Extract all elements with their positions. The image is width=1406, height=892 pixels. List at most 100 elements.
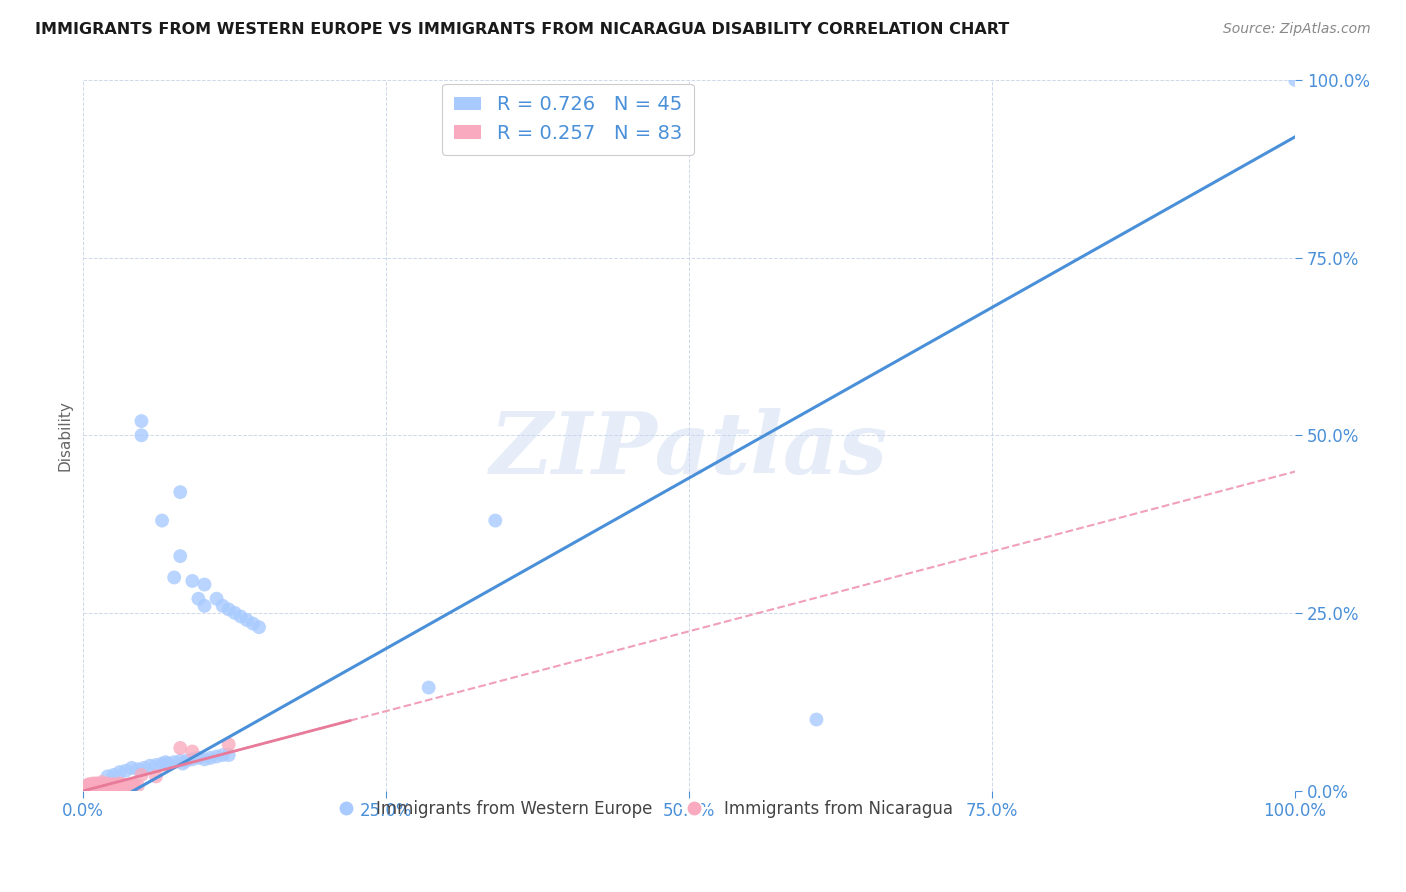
Point	[200, 751, 222, 765]
Point	[76, 781, 98, 796]
Point	[169, 549, 191, 563]
Point	[139, 758, 162, 772]
Point	[131, 768, 153, 782]
Point	[96, 780, 118, 794]
Point	[83, 780, 105, 794]
Point	[83, 779, 105, 793]
Point	[205, 749, 228, 764]
Point	[89, 780, 111, 794]
Point	[108, 778, 131, 792]
Point	[96, 769, 118, 783]
Y-axis label: Disability: Disability	[58, 400, 72, 471]
Point	[98, 779, 121, 793]
Point	[96, 778, 118, 792]
Point	[104, 778, 127, 792]
Point	[75, 780, 97, 794]
Point	[211, 747, 233, 762]
Point	[79, 781, 101, 796]
Point	[169, 754, 191, 768]
Point	[103, 768, 125, 782]
Point	[86, 780, 108, 794]
Point	[205, 591, 228, 606]
Point	[111, 779, 134, 793]
Point	[87, 779, 110, 793]
Point	[122, 778, 145, 792]
Point	[150, 756, 173, 771]
Point	[104, 780, 127, 794]
Point	[187, 751, 209, 765]
Point	[89, 779, 111, 793]
Point	[77, 780, 100, 794]
Point	[80, 778, 103, 792]
Point	[172, 756, 194, 771]
Point	[96, 780, 118, 794]
Point	[94, 780, 117, 794]
Point	[115, 779, 138, 793]
Point	[80, 780, 103, 794]
Point	[127, 762, 149, 776]
Point	[76, 780, 98, 794]
Point	[87, 778, 110, 792]
Point	[121, 777, 143, 791]
Point	[93, 779, 115, 793]
Point	[96, 780, 118, 795]
Point	[87, 780, 110, 794]
Point	[87, 777, 110, 791]
Text: ZIPatlas: ZIPatlas	[491, 408, 889, 491]
Point	[101, 780, 124, 794]
Point	[121, 779, 143, 793]
Point	[127, 779, 149, 793]
Point	[1284, 73, 1306, 87]
Point	[181, 574, 204, 588]
Point	[87, 780, 110, 794]
Point	[806, 713, 828, 727]
Point	[82, 780, 104, 794]
Point	[218, 738, 240, 752]
Point	[155, 755, 177, 769]
Point	[79, 779, 101, 793]
Text: IMMIGRANTS FROM WESTERN EUROPE VS IMMIGRANTS FROM NICARAGUA DISABILITY CORRELATI: IMMIGRANTS FROM WESTERN EUROPE VS IMMIGR…	[35, 22, 1010, 37]
Point	[114, 778, 136, 792]
Point	[91, 780, 114, 794]
Point	[79, 780, 101, 795]
Point	[82, 776, 104, 790]
Point	[108, 765, 131, 780]
Point	[131, 414, 153, 428]
Point	[121, 761, 143, 775]
Point	[91, 778, 114, 792]
Point	[103, 779, 125, 793]
Point	[90, 779, 112, 793]
Point	[84, 780, 107, 794]
Point	[193, 752, 215, 766]
Point	[193, 577, 215, 591]
Point	[169, 485, 191, 500]
Text: Source: ZipAtlas.com: Source: ZipAtlas.com	[1223, 22, 1371, 37]
Point	[82, 778, 104, 792]
Point	[218, 602, 240, 616]
Point	[77, 778, 100, 792]
Point	[101, 778, 124, 792]
Point	[111, 777, 134, 791]
Point	[96, 776, 118, 790]
Point	[181, 752, 204, 766]
Point	[94, 779, 117, 793]
Point	[105, 780, 128, 794]
Point	[103, 780, 125, 794]
Point	[84, 776, 107, 790]
Point	[150, 514, 173, 528]
Point	[193, 599, 215, 613]
Point	[79, 778, 101, 792]
Point	[114, 780, 136, 794]
Point	[132, 761, 155, 775]
Point	[157, 756, 180, 771]
Point	[242, 616, 264, 631]
Point	[84, 780, 107, 795]
Point	[93, 780, 115, 794]
Point	[108, 776, 131, 790]
Point	[247, 620, 270, 634]
Point	[90, 780, 112, 794]
Point	[176, 754, 198, 768]
Point	[145, 758, 167, 772]
Point	[77, 780, 100, 795]
Point	[218, 747, 240, 762]
